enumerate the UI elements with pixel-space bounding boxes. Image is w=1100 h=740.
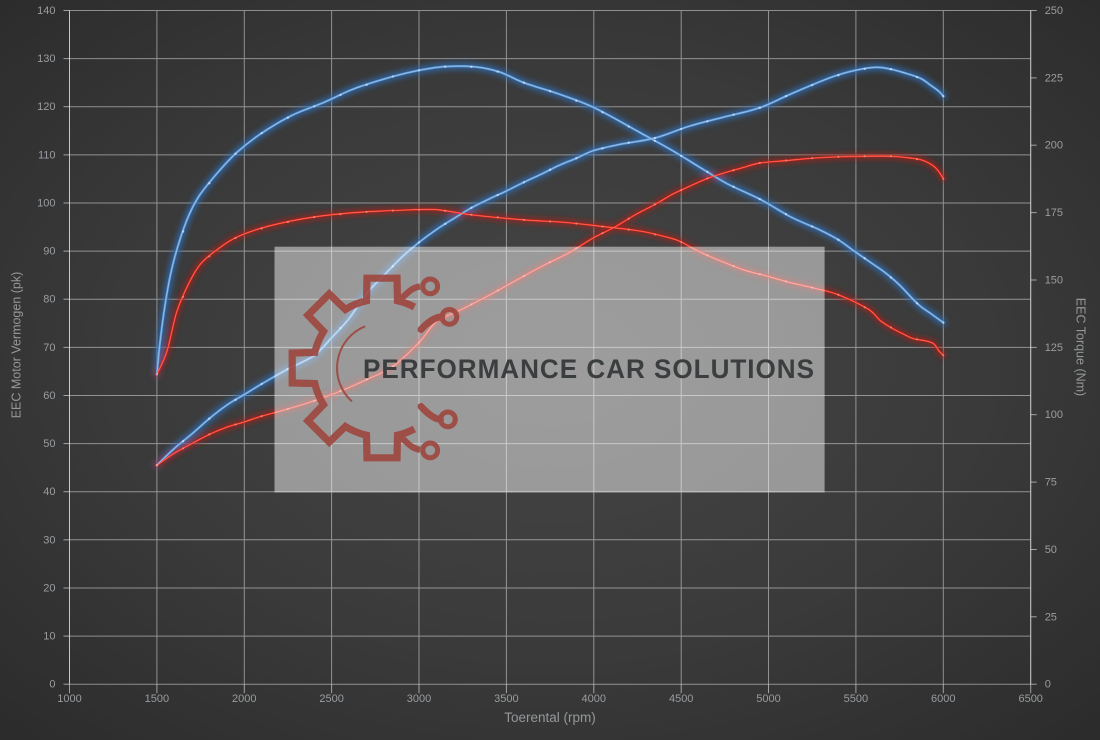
svg-text:0: 0 bbox=[49, 679, 55, 691]
svg-text:4500: 4500 bbox=[669, 693, 693, 705]
svg-text:5000: 5000 bbox=[756, 693, 780, 705]
svg-text:20: 20 bbox=[43, 583, 55, 595]
svg-text:1500: 1500 bbox=[145, 693, 169, 705]
svg-text:EEC Torque (Nm): EEC Torque (Nm) bbox=[1074, 298, 1088, 396]
svg-text:40: 40 bbox=[43, 486, 55, 498]
svg-text:6500: 6500 bbox=[1018, 693, 1042, 705]
svg-text:30: 30 bbox=[43, 534, 55, 546]
svg-text:6000: 6000 bbox=[931, 693, 955, 705]
svg-text:25: 25 bbox=[1045, 611, 1057, 623]
svg-text:150: 150 bbox=[1045, 275, 1063, 287]
svg-text:10: 10 bbox=[43, 631, 55, 643]
svg-text:75: 75 bbox=[1045, 477, 1057, 489]
svg-text:110: 110 bbox=[38, 149, 56, 161]
svg-text:2500: 2500 bbox=[319, 693, 343, 705]
svg-text:5500: 5500 bbox=[844, 693, 868, 705]
svg-text:130: 130 bbox=[37, 53, 55, 65]
svg-text:140: 140 bbox=[37, 5, 55, 17]
svg-text:50: 50 bbox=[1045, 544, 1057, 556]
svg-text:1000: 1000 bbox=[57, 693, 81, 705]
svg-text:4000: 4000 bbox=[582, 693, 606, 705]
svg-text:70: 70 bbox=[43, 342, 55, 354]
svg-text:Toerental (rpm): Toerental (rpm) bbox=[504, 710, 596, 725]
svg-text:50: 50 bbox=[43, 438, 55, 450]
svg-text:120: 120 bbox=[37, 101, 55, 113]
svg-text:2000: 2000 bbox=[232, 693, 256, 705]
svg-text:80: 80 bbox=[43, 294, 55, 306]
svg-text:PERFORMANCE CAR SOLUTIONS: PERFORMANCE CAR SOLUTIONS bbox=[363, 354, 815, 384]
svg-text:100: 100 bbox=[1045, 409, 1063, 421]
svg-text:3000: 3000 bbox=[407, 693, 431, 705]
svg-text:225: 225 bbox=[1045, 72, 1063, 84]
svg-text:125: 125 bbox=[1045, 342, 1063, 354]
svg-text:200: 200 bbox=[1045, 140, 1063, 152]
svg-text:250: 250 bbox=[1045, 5, 1063, 17]
svg-text:175: 175 bbox=[1045, 207, 1063, 219]
svg-text:0: 0 bbox=[1045, 679, 1051, 691]
svg-text:60: 60 bbox=[43, 390, 55, 402]
svg-text:EEC Motor Vermogen (pk): EEC Motor Vermogen (pk) bbox=[10, 272, 24, 419]
svg-text:100: 100 bbox=[37, 198, 55, 210]
svg-text:90: 90 bbox=[43, 246, 55, 258]
svg-text:3500: 3500 bbox=[494, 693, 518, 705]
